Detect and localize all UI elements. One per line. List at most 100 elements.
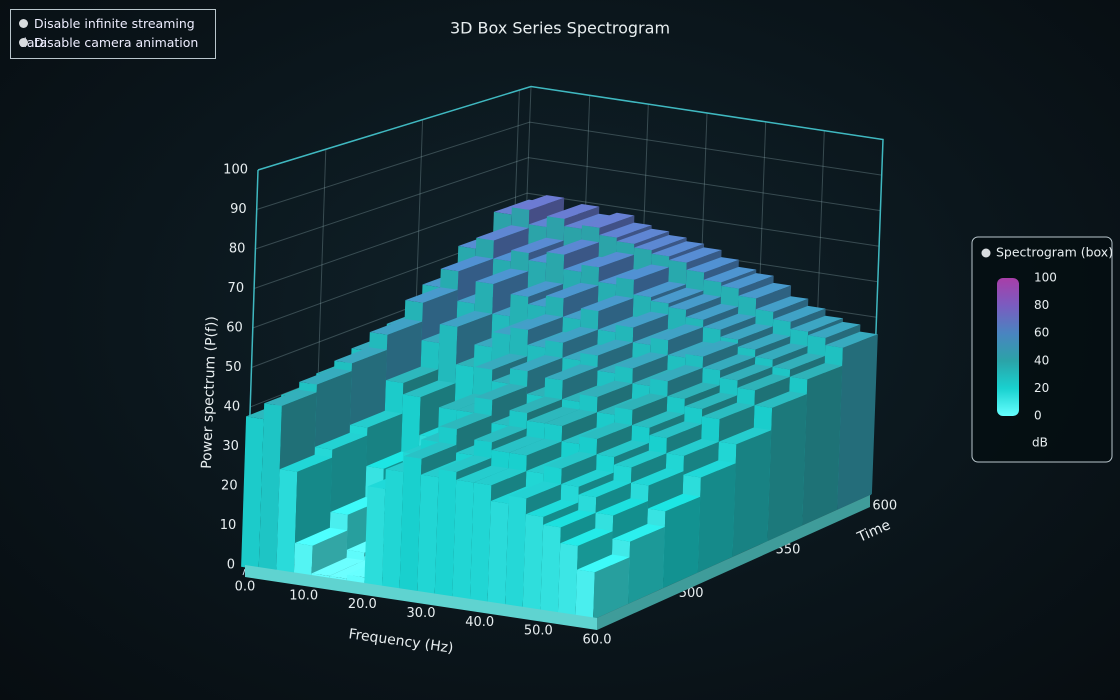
box-top — [580, 295, 634, 311]
box-top — [738, 282, 792, 299]
box-top — [545, 364, 598, 381]
y-tick-label: 30 — [222, 439, 239, 454]
box-top — [560, 528, 613, 546]
box-top — [686, 257, 739, 273]
box-top — [279, 454, 333, 472]
box-top — [581, 252, 634, 268]
box — [293, 527, 348, 578]
z-axis-title: Time — [854, 517, 893, 546]
box-top — [703, 266, 757, 283]
box-top — [825, 331, 878, 348]
box-top — [544, 409, 597, 426]
box-top — [511, 237, 564, 253]
box-top — [703, 313, 756, 330]
box-top — [508, 481, 562, 499]
legend-marker — [981, 248, 991, 258]
box-top — [634, 235, 687, 251]
box-front — [364, 486, 386, 588]
box-top — [685, 303, 739, 320]
box-top — [667, 341, 721, 358]
box-top — [475, 268, 529, 284]
box-top — [510, 355, 563, 372]
y-tick-label: 20 — [221, 479, 238, 494]
grid-line — [253, 192, 880, 289]
box-top — [772, 353, 825, 370]
box-top — [789, 363, 843, 380]
box-top — [511, 195, 565, 210]
box-side — [662, 496, 701, 589]
box-front — [469, 482, 492, 604]
legend-tick-label: 0 — [1034, 409, 1042, 423]
frame — [257, 85, 884, 496]
box-front — [434, 469, 457, 599]
box-side — [311, 530, 348, 578]
box-top — [564, 213, 617, 229]
box-top — [651, 287, 704, 304]
x-tick-label: 10.0 — [289, 588, 318, 603]
box-top — [702, 402, 755, 420]
x-tick-label: 0.0 — [235, 580, 256, 595]
controls: Disable infinite streaming data Disable … — [10, 9, 216, 59]
box-front — [381, 469, 404, 591]
box-top — [666, 439, 719, 456]
base-front — [245, 565, 597, 630]
box-front — [258, 403, 282, 572]
box-top — [599, 222, 652, 238]
box-side — [697, 463, 736, 573]
box-top — [561, 469, 614, 487]
box-top — [615, 311, 669, 328]
box-front — [505, 495, 527, 610]
box-top — [264, 389, 317, 406]
y-tick-label: 0 — [227, 558, 235, 573]
box-top — [544, 451, 597, 469]
control-button[interactable]: Disable infinite streaming data — [19, 14, 207, 50]
grid-line — [256, 121, 882, 210]
box-top — [614, 393, 668, 410]
box-top — [595, 498, 649, 516]
box-top — [668, 294, 721, 310]
y-tick-label: 80 — [229, 242, 246, 257]
box-top — [702, 354, 756, 371]
x-tick-label: 50.0 — [524, 624, 553, 639]
box-top — [334, 347, 387, 364]
box-front — [417, 474, 439, 596]
box-top — [754, 391, 807, 408]
legend-tick-label: 40 — [1034, 353, 1049, 367]
box-top — [596, 440, 649, 457]
control-button[interactable]: Disable camera animation — [19, 33, 207, 52]
box-top — [299, 368, 352, 385]
box-top — [405, 287, 458, 303]
box-top — [440, 256, 494, 272]
box-top — [543, 510, 596, 528]
box-top — [720, 323, 773, 340]
legend-tick-label: 80 — [1034, 298, 1049, 312]
legend-unit: dB — [1032, 436, 1048, 450]
legend-title: Spectrogram (box) — [996, 245, 1113, 260]
box-top — [649, 421, 702, 438]
box-top — [612, 524, 665, 542]
box-top — [669, 247, 722, 263]
box-top — [474, 425, 527, 443]
legend-gradient — [997, 278, 1019, 416]
box-top — [737, 374, 790, 391]
box-top — [615, 352, 668, 369]
y-tick-label: 40 — [224, 400, 241, 415]
grid-line — [255, 157, 881, 250]
box-top — [616, 228, 670, 244]
z-tick-label: 600 — [872, 499, 897, 514]
box-top — [683, 460, 736, 478]
box-top — [510, 314, 563, 330]
box-top — [651, 241, 705, 257]
box-top — [295, 527, 348, 546]
box-top — [546, 239, 599, 255]
box-top — [667, 382, 720, 399]
box-top — [647, 493, 701, 512]
legend-tick-label: 20 — [1034, 381, 1049, 395]
box-top — [755, 343, 808, 360]
box-front — [293, 543, 313, 578]
legend-tick-label: 60 — [1034, 326, 1049, 340]
box-top — [737, 333, 791, 350]
box-top — [579, 422, 632, 439]
box-top — [650, 365, 703, 382]
